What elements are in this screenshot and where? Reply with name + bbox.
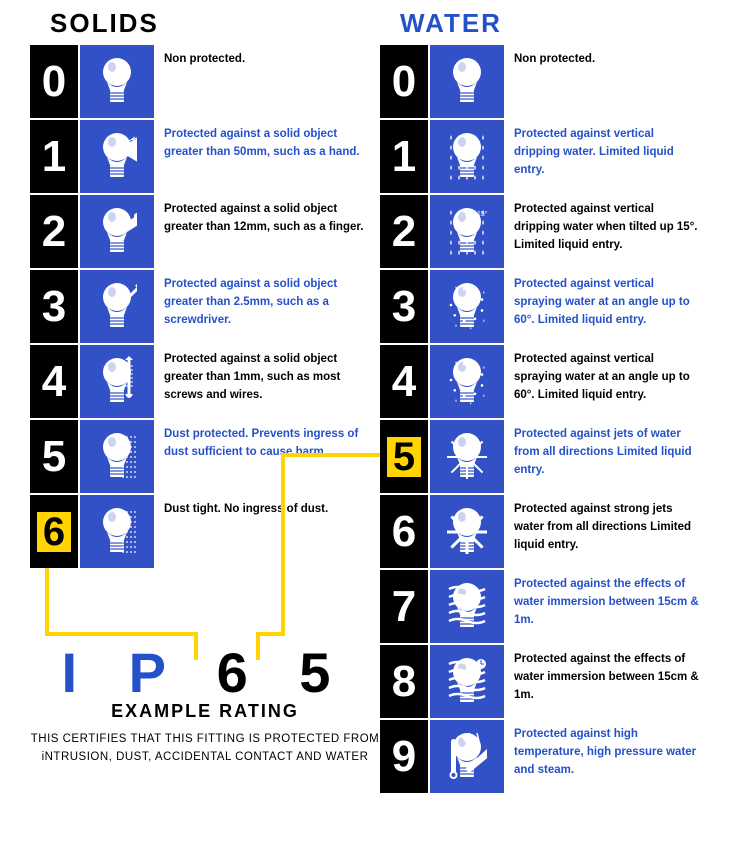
rating-number: 5 xyxy=(380,420,428,493)
rating-number: 2 xyxy=(380,195,428,268)
rating-number: 9 xyxy=(380,720,428,793)
water-icon xyxy=(430,495,504,568)
rating-description: Protected against the effects of water i… xyxy=(504,570,704,643)
solids-icon xyxy=(80,345,154,418)
water-row: 5 Protected against jets of water from a… xyxy=(380,420,730,493)
rating-number: 8 xyxy=(380,645,428,718)
water-row: 1 Protected against vertical dripping wa… xyxy=(380,120,730,193)
rating-number: 3 xyxy=(30,270,78,343)
solids-row: 6 Dust tight. No ingress of dust. xyxy=(30,495,380,568)
solids-row: 3 Protected against a solid object great… xyxy=(30,270,380,343)
rating-number: 4 xyxy=(380,345,428,418)
rating-description: Non protected. xyxy=(154,45,380,118)
water-row: 7 Protected against the effects of water… xyxy=(380,570,730,643)
ip-numbers: 6 5 xyxy=(217,641,349,704)
solids-row: 0 Non protected. xyxy=(30,45,380,118)
svg-text:15°: 15° xyxy=(477,210,487,218)
water-icon xyxy=(430,270,504,343)
rating-description: Protected against a solid object greater… xyxy=(154,195,380,268)
rating-description: Protected against strong jets water from… xyxy=(504,495,704,568)
rating-number: 6 xyxy=(30,495,78,568)
water-icon xyxy=(430,645,504,718)
water-icon xyxy=(430,345,504,418)
rating-number: 0 xyxy=(380,45,428,118)
rating-description: Protected against a solid object greater… xyxy=(154,345,380,418)
ip-prefix: I P xyxy=(62,641,183,704)
rating-description: Protected against jets of water from all… xyxy=(504,420,704,493)
rating-description: Protected against vertical spraying wate… xyxy=(504,270,704,343)
water-column: WATER 0 Non protected.1 Protected agains… xyxy=(380,8,730,795)
water-icon: 15° xyxy=(430,195,504,268)
water-icon xyxy=(430,120,504,193)
rating-description: Protected against a solid object greater… xyxy=(154,120,380,193)
ip-code: I P 6 5 xyxy=(30,640,380,705)
water-row: 8 Protected against the effects of water… xyxy=(380,645,730,718)
ip-description: THIS CERTIFIES THAT THIS FITTING IS PROT… xyxy=(30,730,380,767)
rating-number: 2 xyxy=(30,195,78,268)
water-row: 3 Protected against vertical spraying wa… xyxy=(380,270,730,343)
rating-description: Protected against the effects of water i… xyxy=(504,645,704,718)
water-row: 0 Non protected. xyxy=(380,45,730,118)
solids-icon xyxy=(80,495,154,568)
solids-row: 5 Dust protected. Prevents ingress of du… xyxy=(30,420,380,493)
solids-icon xyxy=(80,270,154,343)
rating-description: Protected against a solid object greater… xyxy=(154,270,380,343)
ip-rating-block: I P 6 5 EXAMPLE RATING THIS CERTIFIES TH… xyxy=(30,640,380,767)
solids-icon xyxy=(80,420,154,493)
rating-description: Protected against vertical dripping wate… xyxy=(504,195,704,268)
water-row: 9 Protected against high temperature, hi… xyxy=(380,720,730,793)
water-icon xyxy=(430,720,504,793)
water-title: WATER xyxy=(400,8,730,39)
water-icon xyxy=(430,570,504,643)
rating-number: 1 xyxy=(380,120,428,193)
solids-title: SOLIDS xyxy=(50,8,380,39)
solids-row: 1 Protected against a solid object great… xyxy=(30,120,380,193)
rating-description: Dust tight. No ingress of dust. xyxy=(154,495,380,568)
solids-row: 2 Protected against a solid object great… xyxy=(30,195,380,268)
rating-description: Non protected. xyxy=(504,45,704,118)
rating-number: 5 xyxy=(30,420,78,493)
solids-icon xyxy=(80,195,154,268)
rating-description: Protected against high temperature, high… xyxy=(504,720,704,793)
rating-description: Protected against vertical dripping wate… xyxy=(504,120,704,193)
rating-number: 0 xyxy=(30,45,78,118)
water-row: 2 15° Protected against vertical drippin… xyxy=(380,195,730,268)
rating-description: Protected against vertical spraying wate… xyxy=(504,345,704,418)
rating-number: 3 xyxy=(380,270,428,343)
rating-number: 4 xyxy=(30,345,78,418)
rating-number: 1 xyxy=(30,120,78,193)
rating-number: 7 xyxy=(380,570,428,643)
water-icon xyxy=(430,420,504,493)
water-row: 6 Protected against strong jets water fr… xyxy=(380,495,730,568)
rating-description: Dust protected. Prevents ingress of dust… xyxy=(154,420,380,493)
solids-icon xyxy=(80,120,154,193)
water-icon xyxy=(430,45,504,118)
solids-icon xyxy=(80,45,154,118)
water-row: 4 Protected against vertical spraying wa… xyxy=(380,345,730,418)
rating-number: 6 xyxy=(380,495,428,568)
solids-row: 4 Protected against a solid object great… xyxy=(30,345,380,418)
